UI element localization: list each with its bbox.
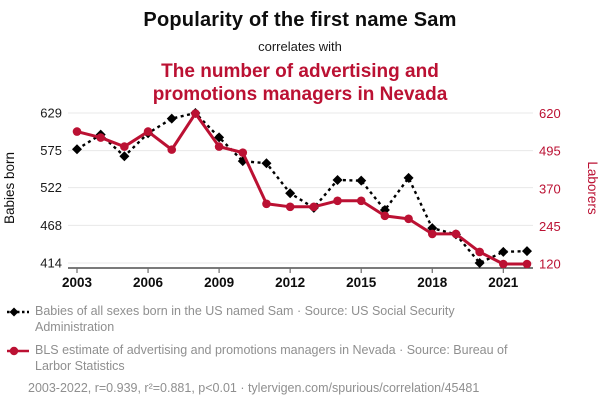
data-point-diamond bbox=[332, 174, 343, 185]
legend-item: Babies of all sexes born in the US named… bbox=[6, 303, 596, 335]
data-point-diamond bbox=[403, 172, 414, 183]
data-point-circle bbox=[262, 199, 271, 209]
data-point-circle bbox=[143, 127, 153, 136]
data-point-diamond bbox=[119, 151, 130, 162]
x-tick-label: 2018 bbox=[417, 275, 448, 290]
page-title: Popularity of the first name Sam bbox=[143, 9, 457, 31]
data-point-circle bbox=[191, 109, 200, 118]
x-tick-label: 2012 bbox=[275, 275, 305, 290]
data-point-circle bbox=[380, 211, 390, 221]
legend-label: BLS estimate of advertising and promotio… bbox=[35, 343, 508, 373]
data-point-circle bbox=[72, 127, 82, 136]
series-line-nevada bbox=[76, 112, 527, 266]
data-point-circle bbox=[475, 247, 484, 257]
data-point-diamond bbox=[237, 156, 248, 167]
x-tick-label: 2015 bbox=[346, 275, 377, 290]
x-tick-label: 2021 bbox=[488, 275, 519, 290]
data-point-diamond bbox=[261, 158, 272, 169]
left-tick-label: 629 bbox=[40, 106, 62, 121]
legend-label: Babies of all sexes born in the US named… bbox=[35, 304, 455, 334]
data-point-circle bbox=[356, 196, 366, 206]
data-point-circle bbox=[522, 259, 532, 269]
data-point-circle bbox=[120, 142, 129, 151]
left-tick-label: 522 bbox=[40, 180, 62, 195]
right-tick-label: 120 bbox=[539, 257, 561, 272]
left-tick-label: 468 bbox=[40, 218, 62, 233]
data-point-diamond bbox=[214, 132, 225, 143]
right-tick-label: 495 bbox=[539, 144, 561, 159]
left-axis-title: Babies born bbox=[2, 152, 17, 224]
data-point-circle bbox=[214, 142, 224, 151]
legend: Babies of all sexes born in the US named… bbox=[6, 303, 596, 381]
left-tick-label: 414 bbox=[40, 256, 62, 271]
right-axis-title: Laborers bbox=[585, 161, 600, 215]
data-point-diamond bbox=[356, 175, 367, 186]
chart-header: Popularity of the first name Sam correla… bbox=[0, 0, 600, 106]
data-point-diamond bbox=[474, 258, 485, 268]
left-tick-label: 575 bbox=[40, 143, 62, 158]
right-tick-label: 370 bbox=[539, 181, 561, 196]
chart-canvas: 2003 2006 2009 2012 2015 2018 2021 414 468 522 575… bbox=[2, 106, 600, 291]
legend-circle-marker-icon bbox=[7, 346, 29, 356]
data-point-circle bbox=[499, 259, 508, 269]
data-point-diamond bbox=[285, 188, 296, 199]
data-point-circle bbox=[309, 202, 319, 212]
data-point-circle bbox=[404, 214, 413, 224]
data-point-diamond bbox=[498, 246, 509, 257]
legend-diamond-marker-icon bbox=[7, 307, 29, 317]
x-tick-label: 2009 bbox=[204, 275, 234, 290]
data-point-diamond bbox=[72, 144, 82, 155]
data-point-diamond bbox=[166, 113, 177, 124]
legend-item: BLS estimate of advertising and promotio… bbox=[6, 342, 596, 374]
secondary-title: The number of advertising and promotions… bbox=[152, 61, 448, 106]
data-point-circle bbox=[167, 145, 177, 154]
right-tick-label: 245 bbox=[539, 219, 561, 234]
data-point-diamond bbox=[522, 246, 532, 257]
data-point-circle bbox=[427, 229, 437, 239]
x-tick-label: 2006 bbox=[133, 275, 164, 290]
data-point-circle bbox=[96, 133, 105, 142]
correlates-with-text: correlates with bbox=[258, 39, 342, 54]
data-point-circle bbox=[238, 148, 248, 157]
stats-footer: 2003-2022, r=0.939, r²=0.881, p<0.01 · t… bbox=[28, 381, 480, 395]
data-point-circle bbox=[285, 202, 295, 212]
data-point-circle bbox=[333, 196, 342, 206]
data-point-circle bbox=[451, 229, 461, 239]
right-tick-label: 620 bbox=[539, 106, 561, 121]
x-tick-label: 2003 bbox=[62, 275, 93, 290]
